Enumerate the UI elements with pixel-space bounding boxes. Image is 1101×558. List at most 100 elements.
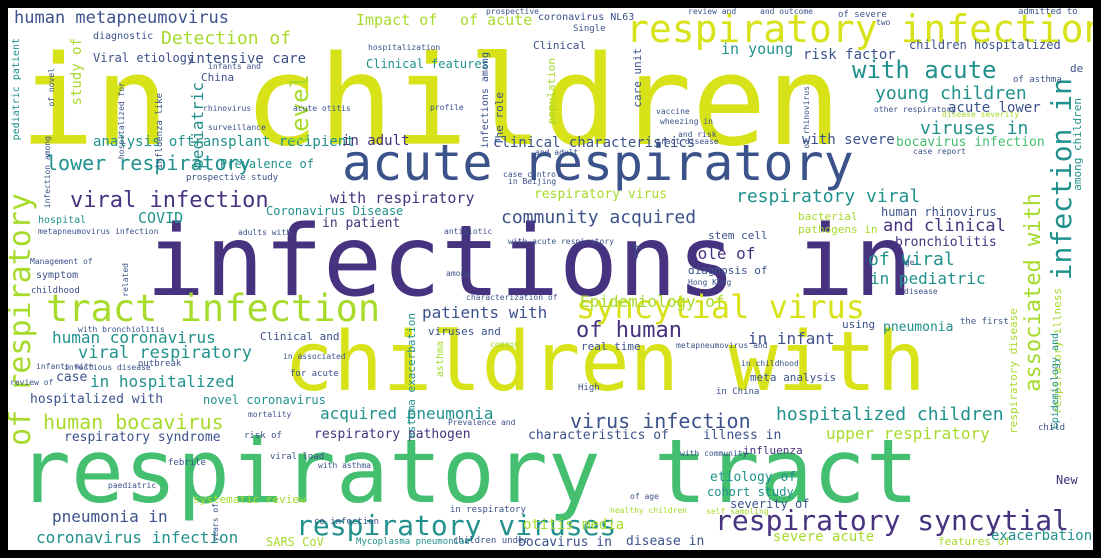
word: with acute [852, 56, 997, 84]
word: adults with [238, 228, 291, 237]
word: acquired pneumonia [320, 404, 494, 423]
word: acute otitis [293, 104, 351, 113]
word: respiratory viruses [296, 509, 617, 542]
word: infections among [480, 52, 491, 149]
word: review of [10, 378, 54, 387]
word: real time [581, 340, 641, 353]
word: Role of [688, 244, 756, 263]
word: risk factor [803, 47, 896, 63]
word: children with [284, 315, 926, 410]
word: acute respiratory [342, 134, 854, 192]
word: Clinical [533, 39, 586, 52]
word: Clinical and [260, 330, 340, 343]
word: common [490, 340, 519, 349]
word: influenza [743, 444, 803, 457]
word: tract infection [46, 287, 381, 330]
word: outbreak [138, 359, 182, 369]
word: children under [453, 536, 529, 546]
word: cohort study [707, 485, 794, 499]
word: transplant recipient [186, 134, 355, 150]
word: profile [430, 103, 464, 112]
word: human metapneumovirus [14, 8, 229, 28]
word: of acute [460, 11, 533, 29]
word: of novel [47, 68, 56, 107]
word: with bronchiolitis [78, 325, 165, 334]
word: respiratory syncytial [715, 504, 1070, 537]
word: coronavirus infection [36, 528, 239, 547]
word: risk of [244, 431, 282, 441]
word: and outcome [760, 8, 813, 16]
word: lower respiratory [46, 151, 251, 175]
word: hospitalized for [117, 82, 126, 160]
word: of respiratory [8, 193, 38, 446]
word: human coronavirus [52, 328, 216, 347]
word: China [201, 71, 235, 84]
word: two [876, 18, 891, 27]
word: prospective study [186, 173, 279, 183]
word: pathogens in [798, 223, 878, 236]
word: case report [913, 147, 966, 156]
word: metapneumovirus and [676, 341, 768, 350]
word: otitis media [523, 517, 625, 533]
word: severity of [730, 497, 810, 511]
word: Clinical features [366, 57, 489, 71]
word: Epidemiology and [1050, 333, 1061, 430]
word: in associated [283, 352, 346, 361]
word: in infant [748, 329, 835, 348]
word: for acute [290, 369, 339, 379]
word: of severe [838, 10, 887, 20]
word: respiratory pathogen [314, 427, 471, 442]
word: intensive care [188, 51, 307, 67]
word: viruses in [920, 118, 1029, 139]
word: Coronavirus Disease [266, 204, 404, 218]
word: virus infection [570, 409, 751, 433]
word: vaccine [656, 107, 690, 116]
word: pneumonia in [52, 507, 168, 526]
word: mortality [248, 410, 292, 419]
word: in respiratory [450, 505, 526, 515]
word: Prevalence of [220, 157, 314, 171]
word: case [56, 370, 88, 385]
word: hospitalized with [30, 392, 164, 407]
word: COVID [138, 209, 184, 227]
word: hospitalization [368, 43, 441, 52]
word: Prevalence and [448, 418, 516, 427]
word: clinical characteristics [493, 135, 696, 151]
word: review and [688, 8, 737, 16]
word: co infection [314, 517, 380, 527]
word: associated with [1021, 193, 1046, 392]
word: severe acute [773, 529, 875, 545]
word: bronchiolitis [895, 235, 997, 250]
word: disease [904, 287, 938, 296]
word: pediatric [188, 82, 207, 169]
word: etiology of [710, 470, 797, 485]
word: and risk [678, 130, 717, 139]
word: Hong Kong [688, 278, 732, 287]
word: disease in [626, 534, 705, 549]
word: illness in [703, 428, 782, 443]
word: respiratory tract [18, 420, 919, 523]
word: in Beijing [508, 177, 557, 186]
word: SARS CoV [266, 535, 324, 549]
word: of age [630, 492, 659, 501]
word: in China [716, 387, 760, 397]
word: asthma [435, 341, 446, 378]
word: years of [211, 503, 220, 542]
word: coronavirus NL63 [538, 12, 635, 23]
word: features of [938, 535, 1011, 548]
word: bacterial [798, 210, 858, 223]
word: viral infection [70, 188, 269, 213]
word: related [121, 263, 130, 297]
word: Impact of [356, 11, 438, 29]
word: in young [721, 40, 794, 58]
word: age [900, 258, 915, 267]
word: with asthma [318, 461, 371, 470]
word: infectious disease [64, 363, 151, 372]
word: young children [875, 83, 1027, 104]
word: de [1070, 62, 1084, 75]
word: admitted to [1018, 8, 1078, 17]
word: in adult [342, 133, 410, 149]
word: High [578, 383, 600, 393]
word: influenza like [155, 93, 165, 169]
